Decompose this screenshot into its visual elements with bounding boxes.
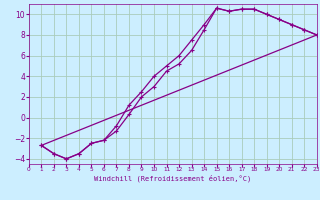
X-axis label: Windchill (Refroidissement éolien,°C): Windchill (Refroidissement éolien,°C) <box>94 175 252 182</box>
